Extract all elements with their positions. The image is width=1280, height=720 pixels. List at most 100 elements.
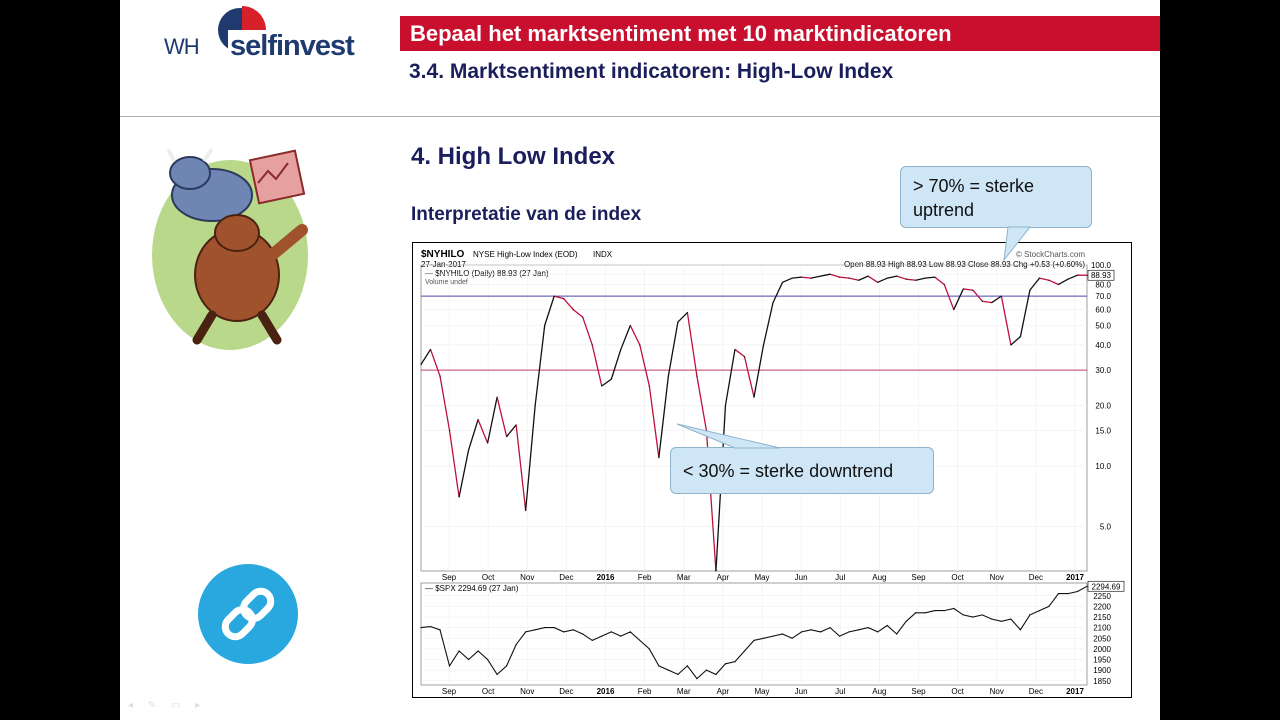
high-low-panel: $NYHILO NYSE High-Low Index (EOD) INDX 27-J… bbox=[420, 249, 1115, 582]
spx-data-point bbox=[563, 631, 565, 633]
hilo-line-segment bbox=[429, 349, 441, 377]
hilo-line-segment bbox=[506, 424, 517, 437]
spx-month-label: May bbox=[754, 687, 769, 696]
hilo-line-segment bbox=[648, 385, 660, 458]
hilo-line-segment bbox=[1067, 274, 1078, 280]
link-icon bbox=[221, 587, 275, 641]
spx-data-point bbox=[858, 629, 860, 631]
section-subheading: Interpretatie van de index bbox=[411, 204, 642, 225]
spx-data-point bbox=[886, 624, 888, 627]
hilo-data-point bbox=[620, 348, 622, 351]
hilo-line-segment bbox=[582, 316, 593, 346]
hilo-line-segment bbox=[943, 284, 955, 310]
hilo-data-point bbox=[972, 289, 974, 291]
spx-data-point bbox=[962, 614, 964, 616]
ohlc-readout: Open 88.93 High 88.93 Low 88.93 Close 88… bbox=[844, 260, 1085, 269]
hilo-data-point bbox=[848, 277, 850, 279]
spx-data-point bbox=[981, 614, 983, 616]
hilo-line-segment bbox=[667, 321, 679, 377]
hilo-data-point bbox=[553, 295, 555, 297]
hilo-ytick-label: 70.0 bbox=[1095, 292, 1111, 301]
hilo-data-point bbox=[715, 570, 717, 572]
spx-data-point bbox=[734, 661, 736, 663]
spx-month-label: Aug bbox=[872, 687, 886, 696]
spx-ytick-label: 1850 bbox=[1093, 677, 1111, 686]
spx-data-point bbox=[648, 648, 650, 650]
hilo-line-segment bbox=[439, 375, 451, 431]
spx-data-point bbox=[553, 627, 555, 629]
hilo-ytick-label: 100.0 bbox=[1091, 261, 1112, 270]
spx-ytick-label: 2100 bbox=[1093, 624, 1111, 633]
spx-data-point bbox=[877, 631, 879, 633]
hilo-line-segment bbox=[458, 449, 470, 498]
hilo-plot-frame bbox=[420, 264, 1088, 572]
spx-month-label: Feb bbox=[638, 687, 652, 696]
spx-data-point bbox=[506, 665, 508, 667]
spx-data-point bbox=[601, 635, 603, 637]
hilo-data-point bbox=[525, 509, 527, 512]
hilo-line-segment bbox=[496, 396, 508, 437]
spx-data-point bbox=[487, 658, 489, 661]
spx-data-point bbox=[924, 612, 926, 614]
company-logo: WH selfinvest bbox=[162, 6, 372, 64]
hilo-data-point bbox=[439, 375, 441, 377]
hilo-line-segment bbox=[810, 275, 821, 279]
slide-subtitle: 3.4. Marktsentiment indicatoren: High-Lo… bbox=[409, 60, 894, 83]
hilo-data-point bbox=[1000, 295, 1002, 297]
hilo-month-label: Sep bbox=[911, 573, 926, 582]
hilo-data-point bbox=[1057, 283, 1060, 286]
bull-bear-illustration bbox=[152, 147, 308, 350]
link-button[interactable] bbox=[198, 564, 298, 664]
hilo-line-segment bbox=[448, 430, 460, 498]
hilo-symbol: $NYHILO bbox=[421, 249, 465, 260]
hilo-data-point bbox=[953, 308, 955, 311]
spx-legend: — $SPX 2294.69 (27 Jan) bbox=[425, 584, 519, 593]
spx-month-label: 2017 bbox=[1066, 687, 1084, 696]
hilo-line-segment bbox=[1019, 289, 1031, 337]
hilo-line-segment bbox=[772, 282, 784, 303]
spx-data-point bbox=[943, 610, 945, 612]
spx-data-point bbox=[991, 618, 993, 620]
hilo-data-point bbox=[667, 375, 669, 377]
hilo-data-point bbox=[791, 277, 793, 279]
hilo-last-value-box bbox=[1087, 269, 1115, 281]
hilo-ytick-label: 20.0 bbox=[1095, 401, 1111, 410]
spx-data-point bbox=[705, 669, 708, 671]
hilo-month-label: Apr bbox=[717, 573, 730, 582]
hilo-line-segment bbox=[477, 419, 489, 444]
hilo-month-label: 2017 bbox=[1066, 573, 1084, 582]
spx-month-label: Nov bbox=[520, 687, 534, 696]
slide-nav-controls[interactable]: ◂ ✎ ▭ ▸ bbox=[128, 700, 207, 711]
hilo-data-point bbox=[1067, 278, 1069, 280]
spx-data-point bbox=[905, 620, 907, 622]
callout-uptrend-pointer bbox=[1003, 226, 1032, 262]
hilo-ytick-label: 15.0 bbox=[1095, 427, 1111, 436]
hilo-month-label: Dec bbox=[1029, 573, 1043, 582]
hilo-line-segment bbox=[953, 288, 964, 310]
hilo-line-segment bbox=[743, 356, 755, 398]
spx-month-label: Sep bbox=[442, 687, 457, 696]
hilo-line-segment bbox=[534, 325, 546, 406]
spx-data-point bbox=[448, 665, 451, 667]
spx-data-point bbox=[753, 639, 755, 641]
spx-data-point bbox=[677, 673, 679, 675]
hilo-data-point bbox=[544, 324, 546, 327]
spx-data-point bbox=[800, 631, 803, 633]
hilo-line-segment bbox=[1048, 279, 1059, 286]
spx-data-point bbox=[620, 635, 622, 637]
hilo-data-point bbox=[905, 278, 907, 280]
spx-data-point bbox=[1057, 593, 1060, 595]
hilo-line-segment bbox=[867, 275, 879, 283]
spx-month-label: Jul bbox=[835, 687, 845, 696]
hilo-month-label: Nov bbox=[990, 573, 1004, 582]
slide-title: Bepaal het marktsentiment met 10 marktin… bbox=[400, 16, 1160, 51]
logo-prefix: WH bbox=[164, 34, 200, 59]
hilo-data-point bbox=[677, 321, 679, 323]
spx-data-point bbox=[1010, 618, 1012, 620]
hilo-line-segment bbox=[791, 276, 802, 279]
hilo-month-label: Sep bbox=[442, 573, 457, 582]
spx-last-value: 2294.69 bbox=[1092, 582, 1121, 591]
hilo-line-segment bbox=[515, 424, 527, 511]
hilo-data-point bbox=[943, 283, 945, 286]
spx-ytick-label: 2000 bbox=[1093, 645, 1111, 654]
